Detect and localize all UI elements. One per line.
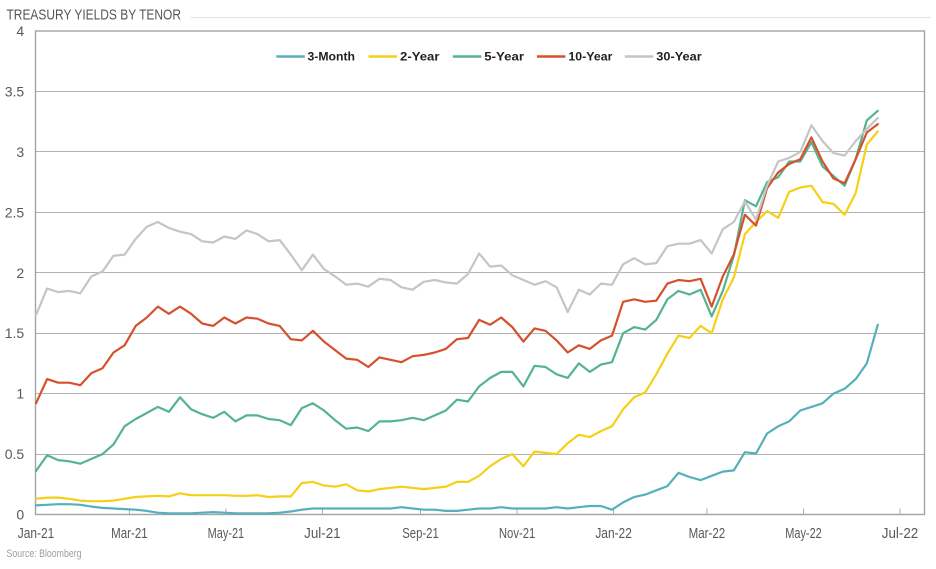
svg-text:Jan-22: Jan-22 [595,525,632,542]
svg-text:2-Year: 2-Year [400,52,440,64]
svg-text:Source: Bloomberg: Source: Bloomberg [7,548,82,560]
svg-text:3: 3 [16,144,24,160]
svg-text:Jan-21: Jan-21 [18,525,55,542]
svg-text:0.5: 0.5 [5,446,25,462]
svg-text:10-Year: 10-Year [568,52,613,64]
svg-text:30-Year: 30-Year [656,52,702,64]
svg-text:4: 4 [16,23,24,39]
svg-text:Jul-21: Jul-21 [304,525,341,542]
svg-text:Mar-21: Mar-21 [111,525,148,542]
svg-text:May-22: May-22 [785,525,822,542]
svg-text:5-Year: 5-Year [484,52,524,64]
svg-text:3.5: 3.5 [5,83,25,99]
svg-text:2: 2 [16,265,24,281]
svg-text:0: 0 [16,507,24,523]
svg-text:TREASURY YIELDS BY TENOR: TREASURY YIELDS BY TENOR [7,7,182,24]
svg-text:May-21: May-21 [208,525,245,542]
svg-text:2.5: 2.5 [5,204,25,220]
svg-text:Jul-22: Jul-22 [882,525,919,542]
svg-text:Mar-22: Mar-22 [689,525,726,542]
svg-text:Nov-21: Nov-21 [499,525,536,542]
svg-text:1: 1 [16,386,24,402]
svg-text:3-Month: 3-Month [308,52,356,64]
svg-text:Sep-21: Sep-21 [402,525,439,542]
svg-text:1.5: 1.5 [5,325,25,341]
